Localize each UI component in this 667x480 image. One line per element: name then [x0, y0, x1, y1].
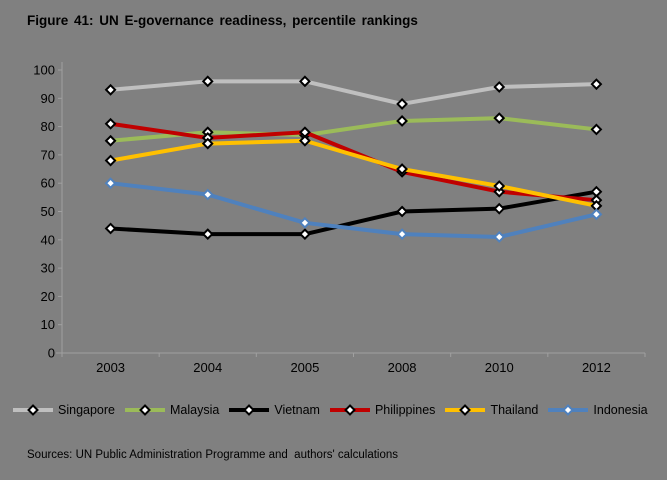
legend-diamond-marker [562, 404, 575, 416]
source-note: Sources: UN Public Administration Progra… [27, 449, 399, 461]
legend-label: Malaysia [170, 403, 220, 417]
y-tick-label: 20 [41, 289, 55, 304]
diamond-marker [590, 123, 603, 136]
legend-item-indonesia: Indonesia [547, 403, 648, 417]
legend-item-vietnam: Vietnam [228, 403, 320, 417]
series-line [108, 189, 599, 237]
chart-legend: Singapore Malaysia Vietnam Philippines Thail… [12, 403, 662, 417]
series-thailand [104, 134, 603, 212]
series-line [108, 79, 599, 106]
diamond-marker [104, 177, 117, 190]
legend-key-icon [229, 404, 270, 416]
x-tick-label: 2008 [388, 360, 417, 375]
diamond-marker [201, 228, 214, 241]
series-line [108, 121, 599, 203]
diamond-marker [299, 228, 311, 241]
diamond-marker [493, 202, 506, 215]
diamond-marker [493, 180, 506, 192]
diamond-marker [396, 163, 408, 175]
legend-label: Philippines [374, 403, 436, 417]
y-tick-label: 10 [41, 317, 55, 332]
diamond-marker [201, 137, 214, 150]
diamond-marker [104, 134, 117, 147]
legend-item-malaysia: Malaysia [124, 403, 219, 417]
y-tick-label: 50 [41, 204, 55, 219]
diamond-marker [201, 188, 214, 201]
diamond-marker [201, 75, 214, 88]
axes: 0 10 20 30 40 50 60 70 80 90 100 2003 2004 2005 2008 20… [33, 62, 646, 375]
series-line [108, 138, 599, 208]
legend-diamond-marker [139, 404, 151, 416]
legend-key-icon [125, 404, 165, 416]
diamond-marker [104, 154, 117, 167]
legend-item-thailand: Thailand [444, 403, 538, 417]
x-tick-label: 2003 [96, 360, 125, 375]
diamond-marker [299, 216, 311, 229]
diamond-marker [396, 205, 408, 218]
legend-diamond-marker [27, 404, 39, 416]
diamond-marker [104, 222, 117, 235]
diamond-marker [590, 78, 603, 91]
diamond-marker [299, 134, 311, 147]
diamond-marker [396, 228, 408, 241]
legend-label: Vietnam [274, 403, 320, 417]
diamond-marker [299, 75, 311, 88]
x-tick-label: 2010 [485, 360, 514, 375]
y-tick-label: 80 [41, 119, 55, 134]
figure-title: Figure 41: UN E-governance readiness, pe… [27, 13, 418, 28]
diamond-marker [104, 83, 117, 96]
series-singapore [104, 75, 603, 110]
y-tick-label: 30 [41, 261, 55, 276]
legend-key-icon [548, 404, 589, 416]
y-tick-label: 0 [48, 346, 55, 361]
series-indonesia [104, 177, 603, 243]
x-tick-label: 2012 [582, 360, 611, 375]
diamond-marker [493, 231, 506, 243]
series-line [108, 116, 599, 143]
y-tick-label: 90 [41, 91, 55, 106]
y-tick-label: 60 [41, 176, 55, 191]
legend-item-philippines: Philippines [329, 403, 435, 417]
diamond-marker [590, 208, 603, 221]
legend-key-icon [445, 404, 486, 416]
x-tick-label: 2004 [193, 360, 222, 375]
legend-label: Indonesia [593, 403, 648, 417]
legend-label: Thailand [490, 403, 539, 417]
diamond-marker [493, 112, 506, 125]
x-tick-label: 2005 [290, 360, 319, 375]
legend-diamond-marker [344, 404, 356, 416]
series-line [108, 181, 599, 239]
legend-diamond-marker [459, 404, 472, 416]
y-tick-label: 40 [41, 232, 55, 247]
legend-label: Singapore [58, 403, 115, 417]
diamond-marker [493, 81, 506, 93]
series-malaysia [104, 112, 603, 147]
legend-key-icon [329, 404, 370, 416]
legend-key-icon [13, 404, 53, 416]
legend-diamond-marker [243, 404, 256, 416]
diamond-marker [104, 117, 117, 130]
y-tick-label: 100 [33, 63, 55, 78]
diamond-marker [396, 115, 408, 127]
y-tick-label: 70 [41, 147, 55, 162]
diamond-marker [396, 98, 408, 110]
legend-item-singapore: Singapore [12, 403, 115, 417]
